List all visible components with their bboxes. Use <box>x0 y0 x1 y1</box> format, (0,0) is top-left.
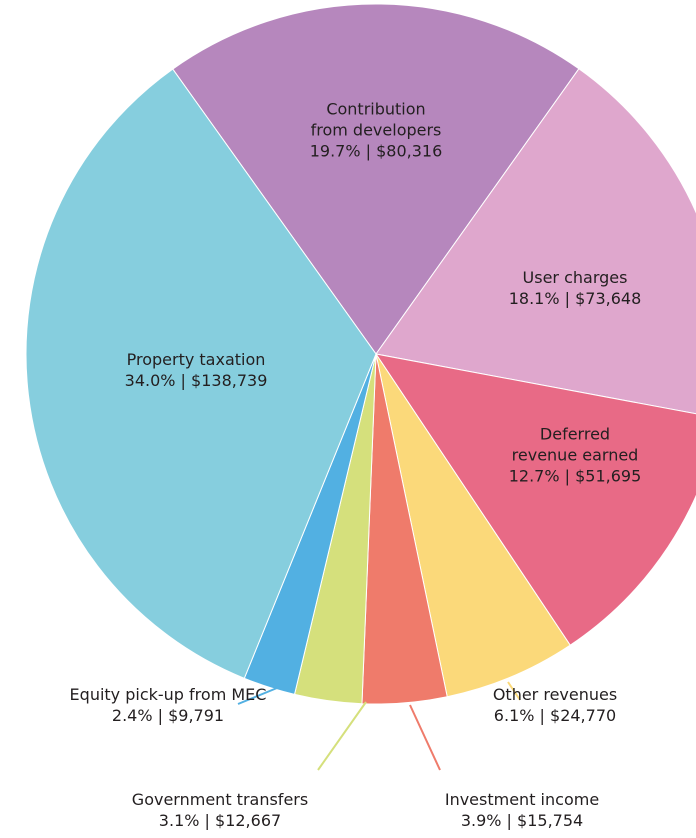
pie-slice <box>374 353 696 646</box>
pie-slice <box>375 68 696 415</box>
leader-line <box>507 681 521 701</box>
category-label: Other revenues <box>492 685 618 704</box>
slice-label: Government transfers 3.1% | $12,667 <box>132 789 308 831</box>
slice-label: Other revenues 6.1% | $24,770 <box>493 684 617 726</box>
slice-label: Equity pick-up from MEC 2.4% | $9,791 <box>70 684 267 726</box>
value-label: 6.1% | $24,770 <box>493 706 617 725</box>
slice-label: Deferred revenue earned 12.7% | $51,695 <box>509 424 642 487</box>
pie-slice <box>375 353 571 698</box>
leader-line <box>237 687 278 705</box>
category-label: Investment income <box>444 790 600 809</box>
category-label: Government transfers <box>131 790 309 809</box>
value-label: 2.4% | $9,791 <box>111 706 225 725</box>
pie-slice <box>172 3 580 355</box>
value-label: 3.1% | $12,667 <box>158 811 282 830</box>
category-label: User charges <box>522 268 628 287</box>
value-label: 18.1% | $73,648 <box>508 289 642 308</box>
value-label: 34.0% | $138,739 <box>124 371 268 390</box>
slice-label: User charges 18.1% | $73,648 <box>509 267 642 309</box>
category-label: Contribution from developers <box>310 99 442 140</box>
slice-label: Contribution from developers 19.7% | $80,… <box>310 99 443 162</box>
value-label: 3.9% | $15,754 <box>460 811 584 830</box>
leader-line <box>317 701 367 771</box>
value-label: 19.7% | $80,316 <box>309 141 443 161</box>
slice-label: Property taxation 34.0% | $138,739 <box>125 349 268 391</box>
pie-slice <box>25 68 377 679</box>
category-label: Property taxation <box>126 350 266 369</box>
leader-line <box>409 704 441 771</box>
category-label: Equity pick-up from MEC <box>69 685 267 704</box>
value-label: 12.7% | $51,695 <box>508 466 642 486</box>
category-label: Deferred revenue earned <box>511 424 639 465</box>
slice-label: Investment income 3.9% | $15,754 <box>445 789 599 831</box>
